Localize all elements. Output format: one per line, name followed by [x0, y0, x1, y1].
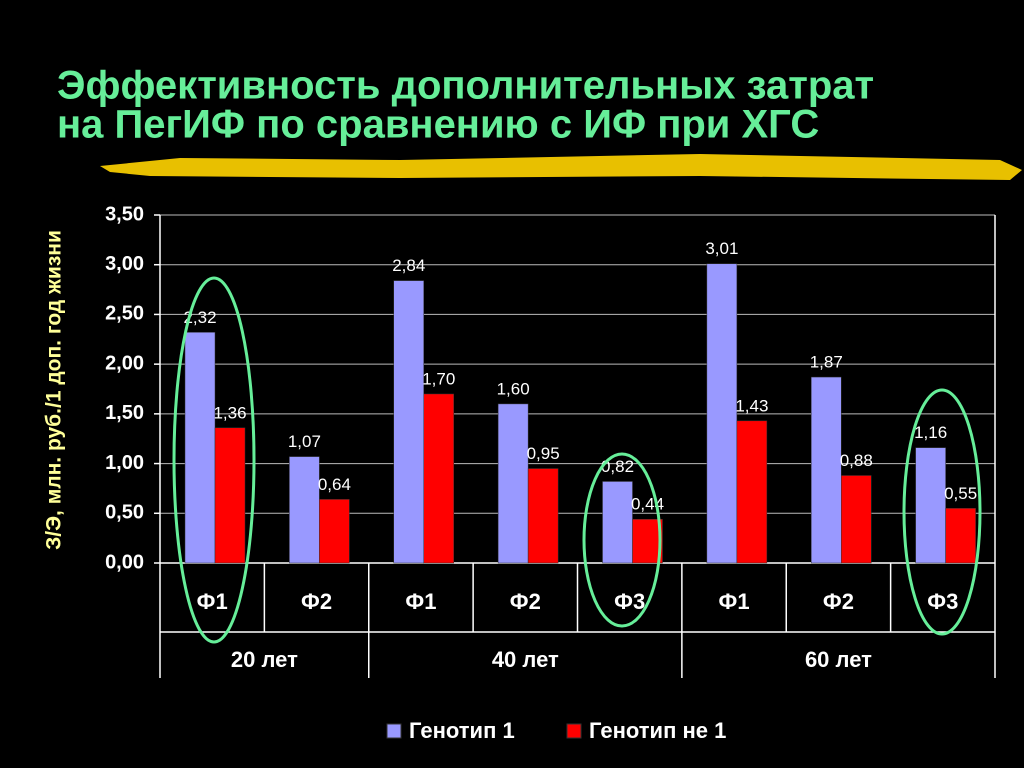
group-label: 20 лет — [231, 647, 298, 672]
bar — [841, 475, 872, 564]
legend-label: Генотип не 1 — [589, 718, 726, 743]
x-tick-label: Ф1 — [719, 589, 750, 614]
legend-swatch — [386, 723, 402, 739]
bar — [289, 456, 320, 564]
x-tick-label: Ф3 — [614, 589, 645, 614]
bar — [319, 499, 350, 564]
y-tick-label: 1,50 — [105, 402, 144, 424]
highlight-ellipse — [172, 276, 256, 644]
title-underline — [100, 154, 1022, 180]
value-label: 0,55 — [944, 484, 977, 503]
x-tick-label: Ф2 — [301, 589, 332, 614]
bar — [497, 403, 529, 564]
bar — [214, 427, 246, 564]
y-axis-title: З/Э, млн. руб./1 доп. год жизни — [43, 230, 66, 550]
y-tick-label: 0,00 — [105, 551, 144, 573]
bar — [945, 508, 976, 564]
x-tick-label: Ф2 — [510, 589, 541, 614]
value-label: 0,95 — [527, 444, 560, 463]
value-label: 0,64 — [318, 475, 351, 494]
value-label: 1,16 — [914, 423, 947, 442]
bar — [915, 447, 946, 564]
highlight-ellipse — [902, 388, 982, 636]
bar — [527, 468, 559, 564]
y-tick-label: 2,50 — [105, 303, 144, 325]
y-tick-label: 0,50 — [105, 502, 144, 524]
bar — [706, 263, 738, 564]
x-tick-label: Ф3 — [927, 589, 958, 614]
bar — [632, 519, 663, 564]
group-label: 40 лет — [492, 647, 559, 672]
bar — [736, 420, 768, 564]
value-label: 0,82 — [601, 457, 634, 476]
y-tick-label: 3,00 — [105, 253, 144, 275]
group-label: 60 лет — [805, 647, 872, 672]
x-tick-label: Ф1 — [405, 589, 436, 614]
value-label: 1,07 — [288, 432, 321, 451]
value-label: 1,36 — [213, 403, 246, 422]
y-tick-label: 3,50 — [105, 203, 144, 225]
legend-label: Генотип 1 — [409, 718, 515, 743]
value-label: 3,01 — [705, 239, 738, 258]
value-label: 1,87 — [810, 353, 843, 372]
value-label: 1,70 — [422, 369, 455, 388]
chart-title: на ПегИФ по сравнению с ИФ при ХГС — [57, 103, 819, 147]
bar — [393, 280, 424, 564]
highlights — [172, 276, 982, 644]
chart-title: Эффективность дополнительных затрат — [57, 64, 874, 108]
value-label: 2,84 — [392, 256, 425, 275]
value-label: 0,88 — [840, 451, 873, 470]
y-tick-label: 2,00 — [105, 352, 144, 374]
bar — [602, 481, 633, 564]
y-tick-label: 1,00 — [105, 452, 144, 474]
legend-swatch — [566, 723, 582, 739]
highlight-ellipse — [582, 452, 662, 628]
x-tick-label: Ф1 — [197, 589, 228, 614]
bar — [423, 393, 454, 564]
bar — [184, 332, 216, 564]
value-label: 1,43 — [735, 396, 768, 415]
value-label: 1,60 — [497, 379, 530, 398]
plot: 0,000,501,001,502,002,503,003,50Ф12,321,… — [105, 203, 996, 743]
bar — [811, 376, 842, 564]
x-tick-label: Ф2 — [823, 589, 854, 614]
